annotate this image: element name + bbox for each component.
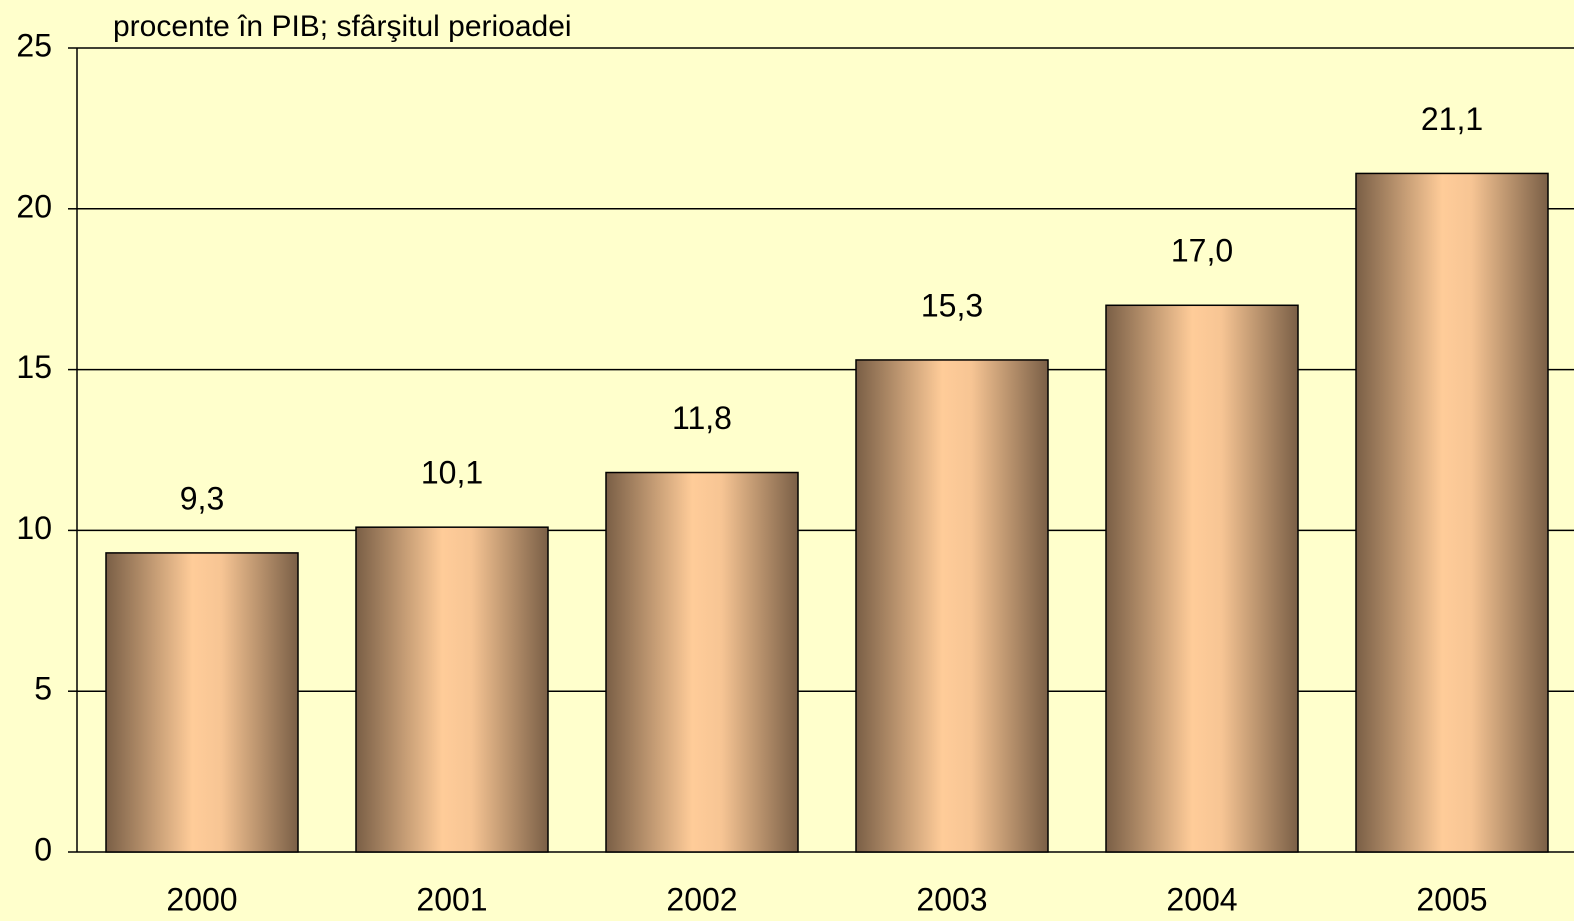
x-tick-label: 2005 [1416,881,1487,917]
y-tick-label: 15 [16,349,52,385]
data-label: 15,3 [921,287,983,323]
y-tick-label: 25 [16,27,52,63]
data-label: 21,1 [1421,101,1483,137]
x-tick-label: 2001 [416,881,487,917]
y-tick-label: 5 [34,671,52,707]
y-tick-label: 0 [34,831,52,867]
bar [1355,172,1549,853]
x-tick-label: 2002 [666,881,737,917]
x-tick-label: 2004 [1166,881,1237,917]
bar [105,552,299,853]
bar [355,526,549,853]
bar [1105,304,1299,853]
chart-subtitle: procente în PIB; sfârşitul perioadei [113,10,572,43]
bar [855,359,1049,853]
x-tick-label: 2003 [916,881,987,917]
data-label: 17,0 [1171,233,1233,269]
y-tick-label: 10 [16,510,52,546]
data-label: 11,8 [672,400,732,436]
data-label: 10,1 [421,455,483,491]
y-tick-label: 20 [16,188,52,224]
bar [605,471,799,853]
data-label: 9,3 [180,480,224,516]
x-tick-label: 2000 [166,881,237,917]
